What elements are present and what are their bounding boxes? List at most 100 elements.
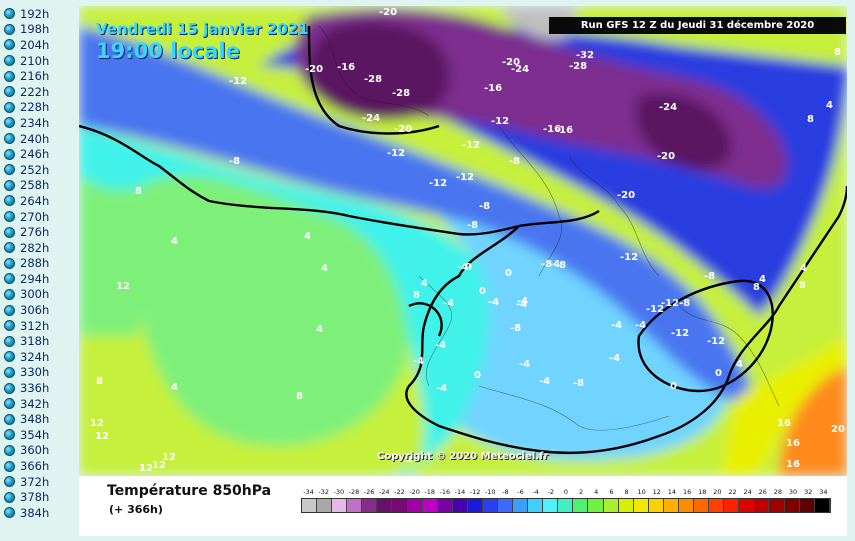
scale-value: -6 xyxy=(517,488,524,496)
temperature-label: 0 xyxy=(79,6,86,9)
timestep-link[interactable]: 258h xyxy=(0,178,78,194)
coastline-scandinavia xyxy=(498,125,562,277)
timestep-link[interactable]: 384h xyxy=(0,505,78,521)
scale-value: -24 xyxy=(378,488,390,496)
timestep-link[interactable]: 270h xyxy=(0,209,78,225)
timestep-link[interactable]: 234h xyxy=(0,115,78,131)
scale-swatch xyxy=(724,499,740,512)
temperature-label: 16 xyxy=(786,438,800,449)
scale-swatch xyxy=(332,499,348,512)
timestep-link[interactable]: 216h xyxy=(0,68,78,84)
temperature-label: -16 xyxy=(337,62,355,73)
timestep-bullet-icon xyxy=(4,86,15,98)
timestep-link[interactable]: 306h xyxy=(0,302,78,318)
timestep-link[interactable]: 336h xyxy=(0,380,78,396)
scale-value: -16 xyxy=(439,488,451,496)
temperature-label: -20 xyxy=(657,151,675,162)
timestep-bullet-icon xyxy=(4,335,15,347)
timestep-link[interactable]: 360h xyxy=(0,443,78,459)
scale-swatch xyxy=(467,499,483,512)
timestep-link[interactable]: 378h xyxy=(0,489,78,505)
timestep-label: 342h xyxy=(20,396,50,411)
timestep-bullet-icon xyxy=(4,507,15,519)
run-info: Run GFS 12 Z du Jeudi 31 décembre 2020 xyxy=(549,17,846,34)
temperature-label: 8 xyxy=(413,290,420,301)
scale-value: 14 xyxy=(667,488,677,496)
timestep-link[interactable]: 276h xyxy=(0,224,78,240)
temperature-label: -20 xyxy=(394,124,412,135)
temperature-label: -4 xyxy=(519,359,530,370)
scale-value: -22 xyxy=(394,488,405,496)
scale-value: 24 xyxy=(743,488,752,496)
timestep-link[interactable]: 282h xyxy=(0,240,78,256)
temperature-label: 4 xyxy=(759,274,766,285)
timestep-link[interactable]: 264h xyxy=(0,193,78,209)
timestep-link[interactable]: 246h xyxy=(0,146,78,162)
timestep-link[interactable]: 198h xyxy=(0,22,78,38)
scale-value: 4 xyxy=(594,488,599,496)
temperature-label: -24 xyxy=(659,102,677,113)
timestep-link[interactable]: 228h xyxy=(0,100,78,116)
timestep-link[interactable]: 324h xyxy=(0,349,78,365)
timestep-label: 234h xyxy=(20,115,50,130)
timestep-label: 228h xyxy=(20,100,50,115)
timestep-link[interactable]: 318h xyxy=(0,333,78,349)
timestep-link[interactable]: 348h xyxy=(0,411,78,427)
temperature-label: -4 xyxy=(549,259,560,270)
timestep-label: 288h xyxy=(20,256,50,271)
scale-swatch xyxy=(739,499,755,512)
timestep-link[interactable]: 210h xyxy=(0,53,78,69)
temperature-label: -8 xyxy=(467,220,478,231)
timestep-link[interactable]: 222h xyxy=(0,84,78,100)
temperature-label: -12 xyxy=(491,116,509,127)
scale-value: 8 xyxy=(624,488,629,496)
scale-swatch xyxy=(347,499,363,512)
scale-swatch xyxy=(694,499,710,512)
timestep-link[interactable]: 240h xyxy=(0,131,78,147)
timestep-link[interactable]: 354h xyxy=(0,427,78,443)
scale-swatch xyxy=(558,499,574,512)
scale-value: -32 xyxy=(318,488,330,496)
temperature-label: -8 xyxy=(541,259,552,270)
timestep-link[interactable]: 204h xyxy=(0,37,78,53)
timestep-link[interactable]: 300h xyxy=(0,287,78,303)
temperature-label: -8 xyxy=(573,378,584,389)
temperature-label: 8 xyxy=(807,114,814,125)
temperature-label: 12 xyxy=(95,431,109,442)
scale-value: 32 xyxy=(804,488,813,496)
scale-swatch xyxy=(769,499,785,512)
timestep-link[interactable]: 294h xyxy=(0,271,78,287)
scale-value: -10 xyxy=(484,488,496,496)
timestep-link[interactable]: 252h xyxy=(0,162,78,178)
timestep-label: 336h xyxy=(20,381,50,396)
timestep-link[interactable]: 312h xyxy=(0,318,78,334)
temperature-label: -28 xyxy=(392,88,410,99)
timestep-link[interactable]: 192h xyxy=(0,6,78,22)
timestep-bullet-icon xyxy=(4,117,15,129)
timestep-link[interactable]: 366h xyxy=(0,458,78,474)
green-zone-east xyxy=(79,171,149,336)
timestep-link[interactable]: 372h xyxy=(0,474,78,490)
scale-value: -14 xyxy=(454,488,466,496)
scale-swatch xyxy=(452,499,468,512)
legend-panel: Température 850hPa (+ 366h) -34 -32 -30 -28… xyxy=(79,476,847,536)
timestep-label: 276h xyxy=(20,225,50,240)
timestep-link[interactable]: 330h xyxy=(0,365,78,381)
scale-value: 18 xyxy=(698,488,707,496)
scale-value: -28 xyxy=(348,488,360,496)
temperature-label: -12 xyxy=(671,328,689,339)
timestep-label: 300h xyxy=(20,287,50,302)
timestep-link[interactable]: 342h xyxy=(0,396,78,412)
timestep-label: 282h xyxy=(20,240,50,255)
timestep-label: 264h xyxy=(20,193,50,208)
yellow-zone xyxy=(719,336,847,476)
temperature-label: -12 xyxy=(387,148,405,159)
coastlines xyxy=(318,25,780,431)
temperature-labels: -20 -16-28-28-24-20-12-20-16-20-24-12-16-… xyxy=(79,6,845,474)
very-cold-purple-zone xyxy=(308,22,450,120)
temperature-label: -4 xyxy=(79,6,90,9)
timestep-link[interactable]: 288h xyxy=(0,256,78,272)
scale-value: 2 xyxy=(579,488,584,496)
isotherm-iberia xyxy=(405,225,731,455)
temperature-label: -4 xyxy=(611,320,622,331)
